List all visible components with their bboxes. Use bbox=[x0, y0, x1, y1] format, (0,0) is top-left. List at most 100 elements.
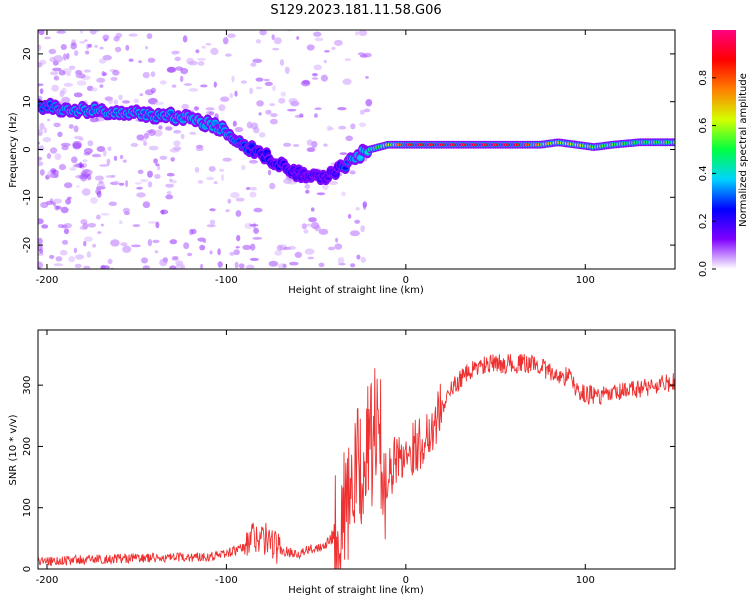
noise-blob bbox=[288, 245, 296, 250]
noise-blob bbox=[314, 225, 321, 232]
noise-blob bbox=[142, 201, 151, 209]
x-tick-label: -200 bbox=[36, 275, 59, 286]
noise-blob bbox=[287, 180, 298, 185]
noise-blob bbox=[96, 77, 106, 83]
noise-blob bbox=[234, 90, 238, 97]
noise-blob bbox=[66, 52, 70, 60]
noise-blob bbox=[359, 109, 365, 115]
y-tick-label: 300 bbox=[22, 376, 33, 395]
noise-blob bbox=[100, 223, 104, 227]
noise-blob bbox=[79, 225, 88, 230]
noise-blob bbox=[63, 223, 72, 229]
y-tick-label: -10 bbox=[22, 189, 33, 205]
noise-blob bbox=[159, 80, 167, 85]
noise-blob bbox=[131, 244, 141, 248]
noise-blob bbox=[55, 205, 62, 210]
noise-blob bbox=[229, 92, 234, 99]
noise-blob bbox=[347, 213, 352, 219]
noise-blob bbox=[273, 37, 282, 45]
noise-blob bbox=[165, 194, 174, 200]
noise-blob bbox=[271, 34, 275, 40]
y-tick-label: 20 bbox=[22, 48, 33, 61]
noise-blob bbox=[113, 36, 120, 42]
noise-blob bbox=[69, 65, 76, 70]
noise-blob bbox=[206, 176, 215, 181]
noise-blob bbox=[166, 66, 177, 73]
noise-blob bbox=[38, 145, 45, 152]
noise-blob bbox=[314, 113, 318, 118]
noise-blob bbox=[310, 207, 315, 212]
noise-blob bbox=[48, 48, 57, 55]
ridge-core bbox=[357, 155, 363, 160]
noise-blob bbox=[58, 164, 67, 171]
noise-blob bbox=[355, 207, 360, 211]
noise-blob bbox=[50, 147, 58, 154]
noise-blob bbox=[70, 42, 77, 50]
noise-blob bbox=[94, 175, 104, 181]
noise-blob bbox=[80, 174, 88, 182]
noise-blob bbox=[249, 87, 254, 95]
noise-blob bbox=[197, 237, 206, 242]
noise-blob bbox=[235, 210, 242, 217]
noise-blob bbox=[205, 43, 212, 46]
noise-blob bbox=[249, 257, 259, 261]
noise-blob bbox=[49, 254, 55, 259]
noise-blob bbox=[141, 138, 147, 143]
noise-blob bbox=[53, 75, 60, 81]
noise-blob bbox=[189, 131, 196, 135]
noise-blob bbox=[306, 147, 316, 153]
noise-blob bbox=[246, 264, 255, 269]
noise-blob bbox=[58, 70, 66, 76]
noise-blob bbox=[38, 83, 44, 87]
noise-blob bbox=[307, 256, 315, 260]
noise-blob bbox=[312, 73, 318, 77]
noise-blob bbox=[53, 263, 64, 267]
noise-blob bbox=[234, 261, 239, 269]
noise-blob bbox=[83, 69, 91, 73]
noise-blob bbox=[249, 191, 257, 198]
noise-blob bbox=[53, 198, 62, 204]
noise-blob bbox=[253, 227, 259, 234]
noise-blob bbox=[145, 46, 148, 50]
noise-blob bbox=[114, 46, 122, 53]
noise-blob bbox=[153, 158, 159, 164]
noise-blob bbox=[39, 88, 44, 95]
noise-blob bbox=[56, 30, 67, 34]
noise-blob bbox=[90, 197, 98, 204]
x-tick-label: -200 bbox=[36, 575, 59, 586]
noise-blob bbox=[186, 57, 195, 65]
noise-blob bbox=[125, 180, 129, 188]
noise-blob bbox=[61, 239, 69, 245]
noise-blob bbox=[144, 89, 154, 96]
noise-blob bbox=[119, 220, 123, 225]
noise-blob bbox=[328, 181, 339, 185]
noise-blob bbox=[118, 182, 125, 186]
noise-blob bbox=[180, 68, 189, 75]
noise-blob bbox=[112, 180, 120, 186]
noise-blob bbox=[359, 122, 367, 128]
noise-blob bbox=[166, 190, 172, 196]
noise-blob bbox=[51, 84, 59, 92]
noise-blob bbox=[323, 59, 327, 64]
noise-blob bbox=[311, 77, 319, 80]
noise-blob bbox=[350, 123, 356, 130]
noise-blob bbox=[84, 236, 93, 242]
noise-blob bbox=[218, 104, 226, 112]
noise-blob bbox=[133, 98, 139, 104]
x-tick-label: -100 bbox=[215, 575, 238, 586]
noise-blob bbox=[122, 245, 132, 253]
noise-blob bbox=[173, 129, 182, 134]
snr-ylabel: SNR (10 * v/v) bbox=[8, 414, 19, 485]
noise-blob bbox=[217, 261, 223, 268]
noise-blob bbox=[349, 170, 356, 175]
noise-blob bbox=[128, 58, 134, 62]
noise-blob bbox=[349, 230, 360, 237]
noise-blob bbox=[205, 107, 215, 111]
noise-blob bbox=[79, 30, 84, 34]
colorbar-tick-label: 0.8 bbox=[698, 70, 709, 86]
noise-blob bbox=[180, 75, 184, 83]
noise-blob bbox=[209, 208, 216, 212]
noise-blob bbox=[314, 107, 322, 110]
noise-blob bbox=[103, 149, 107, 157]
